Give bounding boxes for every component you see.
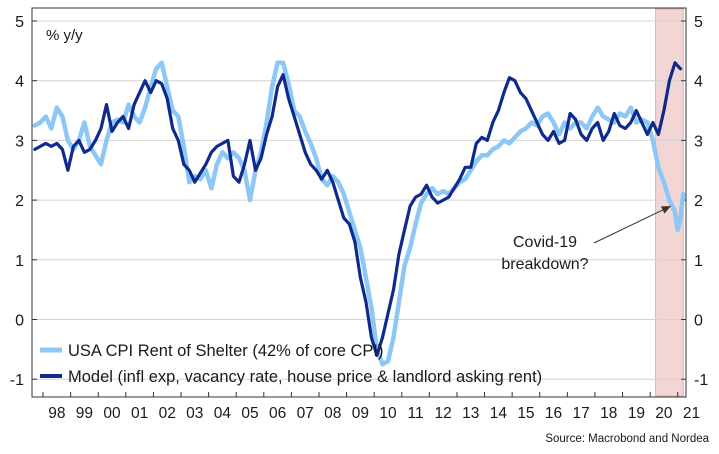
series-line-model <box>33 61 683 357</box>
x-tick-label: 99 <box>76 405 93 422</box>
x-tick-label: 00 <box>103 405 121 422</box>
x-tick-label: 16 <box>545 405 562 422</box>
y-tick-label-left: 0 <box>15 313 24 330</box>
legend-label-rent-of-shelter: USA CPI Rent of Shelter (42% of core CPI… <box>68 342 383 360</box>
annotation-arrow <box>593 205 672 244</box>
y-tick-label-right: 3 <box>694 133 703 150</box>
x-tick-label: 04 <box>214 405 232 422</box>
y-tick-label-right: 1 <box>694 253 703 270</box>
x-tick-label: 98 <box>48 405 65 422</box>
x-tick-label: 14 <box>490 405 508 422</box>
x-tick-label: 06 <box>269 405 286 422</box>
y-tick-label-right: 4 <box>694 74 703 91</box>
y-axis-right: 5 4 3 2 1 0 -1 <box>681 14 708 389</box>
legend-label-model: Model (infl exp, vacancy rate, house pri… <box>68 368 542 386</box>
x-tick-label: 07 <box>297 405 314 422</box>
x-tick-label: 20 <box>655 405 673 422</box>
annotation-line-1: Covid-19 <box>513 234 577 251</box>
x-tick-label: 03 <box>186 405 203 422</box>
x-axis: 98 99 00 01 02 03 04 05 06 07 08 09 10 11 12 13 14 15 16 17… <box>42 392 700 422</box>
unit-label: % y/y <box>46 27 83 44</box>
plot-frame <box>31 7 687 398</box>
y-tick-label-left: 5 <box>15 14 24 31</box>
x-tick-label: 19 <box>628 405 645 422</box>
gridlines <box>32 20 686 380</box>
series-line-rent-of-shelter <box>32 60 686 367</box>
y-tick-label-left: 2 <box>15 193 24 210</box>
x-tick-label: 21 <box>683 405 700 422</box>
series-lines <box>32 60 686 367</box>
x-tick-label: 01 <box>131 405 148 422</box>
y-tick-label-left: 1 <box>15 253 24 270</box>
y-tick-label-left: 3 <box>15 133 24 150</box>
y-tick-label-left: 4 <box>15 74 24 91</box>
x-tick-label: 02 <box>159 405 176 422</box>
x-tick-label: 18 <box>600 405 617 422</box>
x-tick-label: 11 <box>408 405 424 422</box>
annotation-arrowhead <box>660 206 671 214</box>
y-tick-label-left: -1 <box>10 372 24 389</box>
x-tick-label: 15 <box>517 405 534 422</box>
x-tick-label: 09 <box>352 405 369 422</box>
y-tick-label-right: 2 <box>694 193 703 210</box>
annotation-line-2: breakdown? <box>501 256 588 273</box>
y-tick-label-right: 0 <box>694 313 703 330</box>
y-tick-label-right: 5 <box>694 14 703 31</box>
x-tick-label: 10 <box>379 405 397 422</box>
x-tick-label: 12 <box>435 405 452 422</box>
x-tick-label: 13 <box>462 405 479 422</box>
y-axis-left: 5 4 3 2 1 0 -1 <box>10 14 37 389</box>
x-tick-label: 05 <box>241 405 258 422</box>
covid-annotation: Covid-19 breakdown? <box>501 205 672 273</box>
x-tick-label: 08 <box>324 405 341 422</box>
source-note: Source: Macrobond and Nordea <box>545 433 709 445</box>
y-tick-label-right: -1 <box>694 372 708 389</box>
x-tick-label: 17 <box>573 405 590 422</box>
legend: USA CPI Rent of Shelter (42% of core CPI… <box>40 342 542 386</box>
